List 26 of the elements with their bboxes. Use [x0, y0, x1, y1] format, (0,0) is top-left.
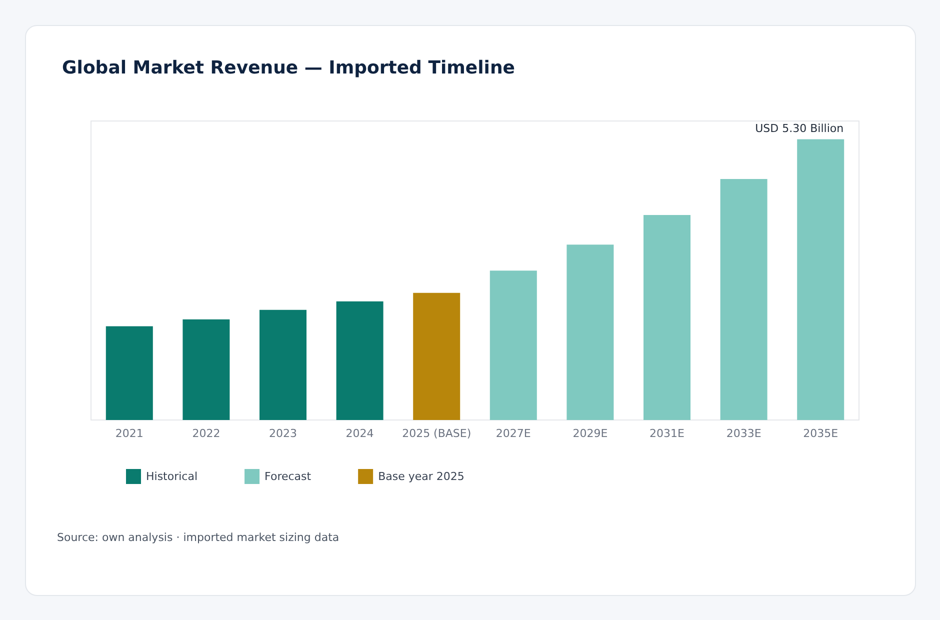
- bar: [797, 139, 844, 420]
- x-tick-label: 2022: [192, 427, 220, 440]
- x-tick-label: 2029E: [572, 427, 608, 440]
- x-tick-label: 2033E: [726, 427, 762, 440]
- bar: [490, 270, 537, 420]
- x-tick-label: 2021: [115, 427, 144, 440]
- bar: [644, 215, 690, 420]
- x-tick-label: 2031E: [650, 427, 685, 440]
- x-tick-label: 2024: [346, 427, 374, 440]
- legend-label: Historical: [146, 470, 198, 483]
- bar: [106, 326, 153, 420]
- source-note: Source: own analysis · imported market sizing data: [57, 531, 340, 544]
- bar: [336, 301, 384, 420]
- data-label: USD 5.30 Billion: [755, 122, 844, 136]
- bar: [566, 244, 614, 420]
- bar: [182, 319, 230, 420]
- legend-label: Base year 2025: [378, 470, 464, 483]
- bar: [413, 292, 460, 420]
- x-tick-label: 2023: [269, 427, 297, 440]
- bar: [260, 310, 306, 420]
- x-tick-label: 2035E: [803, 427, 838, 440]
- x-tick-label: 2025 (BASE): [402, 427, 472, 440]
- bar: [720, 178, 768, 420]
- x-tick-label: 2027E: [496, 427, 531, 440]
- chart-title: Global Market Revenue — Imported Timeline: [62, 58, 515, 78]
- legend-label: Forecast: [264, 470, 312, 483]
